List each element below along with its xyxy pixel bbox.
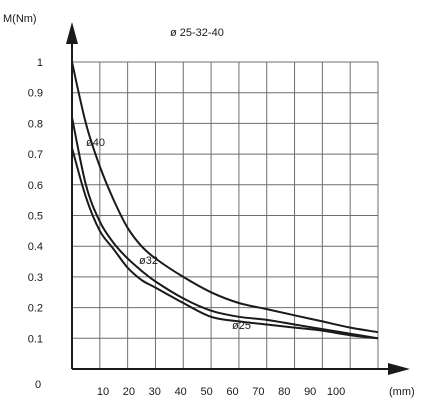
x-tick-label: 80 — [278, 386, 290, 398]
x-tick-label: 40 — [175, 386, 187, 398]
series-label-40: ø40 — [86, 137, 105, 149]
series-lines — [71, 61, 379, 340]
y-tick-label: 0.4 — [28, 241, 43, 253]
x-tick-label: 50 — [200, 386, 212, 398]
x-axis-arrow-icon — [388, 363, 410, 375]
series-line-1 — [71, 117, 379, 340]
x-tick-label: 100 — [327, 386, 345, 398]
x-axis-label: (mm) — [389, 386, 415, 398]
x-tick-label: 60 — [226, 386, 238, 398]
chart-title: ø 25-32-40 — [170, 27, 224, 39]
y-tick-labels: 0.1 0.2 0.3 0.4 0.5 0.6 0.7 0.8 0.9 1 — [28, 57, 43, 345]
x-tick-label: 70 — [252, 386, 264, 398]
y-tick-label: 0.2 — [28, 303, 43, 315]
series-label-32: ø32 — [139, 255, 158, 267]
y-tick-label: 0.9 — [28, 88, 43, 100]
y-axis-label: M(Nm) — [3, 13, 37, 25]
y-tick-label: 0.5 — [28, 211, 43, 223]
series-line-0 — [71, 61, 379, 334]
x-tick-label: 10 — [97, 386, 109, 398]
y-tick-label: 0.1 — [28, 333, 43, 345]
y-tick-label: 0.6 — [28, 180, 43, 192]
y-tick-label: 0.3 — [28, 272, 43, 284]
series-label-25: ø25 — [232, 320, 251, 332]
x-tick-label: 90 — [304, 386, 316, 398]
origin-label: 0 — [35, 379, 41, 391]
x-tick-label: 30 — [149, 386, 161, 398]
y-tick-label: 0.8 — [28, 118, 43, 130]
x-tick-labels: 10 20 30 40 50 60 70 80 90 100 — [97, 386, 345, 398]
y-axis-arrow-icon — [66, 22, 78, 44]
series-line-2 — [71, 147, 379, 340]
y-tick-label: 0.7 — [28, 149, 43, 161]
y-tick-label: 1 — [37, 57, 43, 69]
x-tick-label: 20 — [123, 386, 135, 398]
grid — [72, 61, 379, 369]
